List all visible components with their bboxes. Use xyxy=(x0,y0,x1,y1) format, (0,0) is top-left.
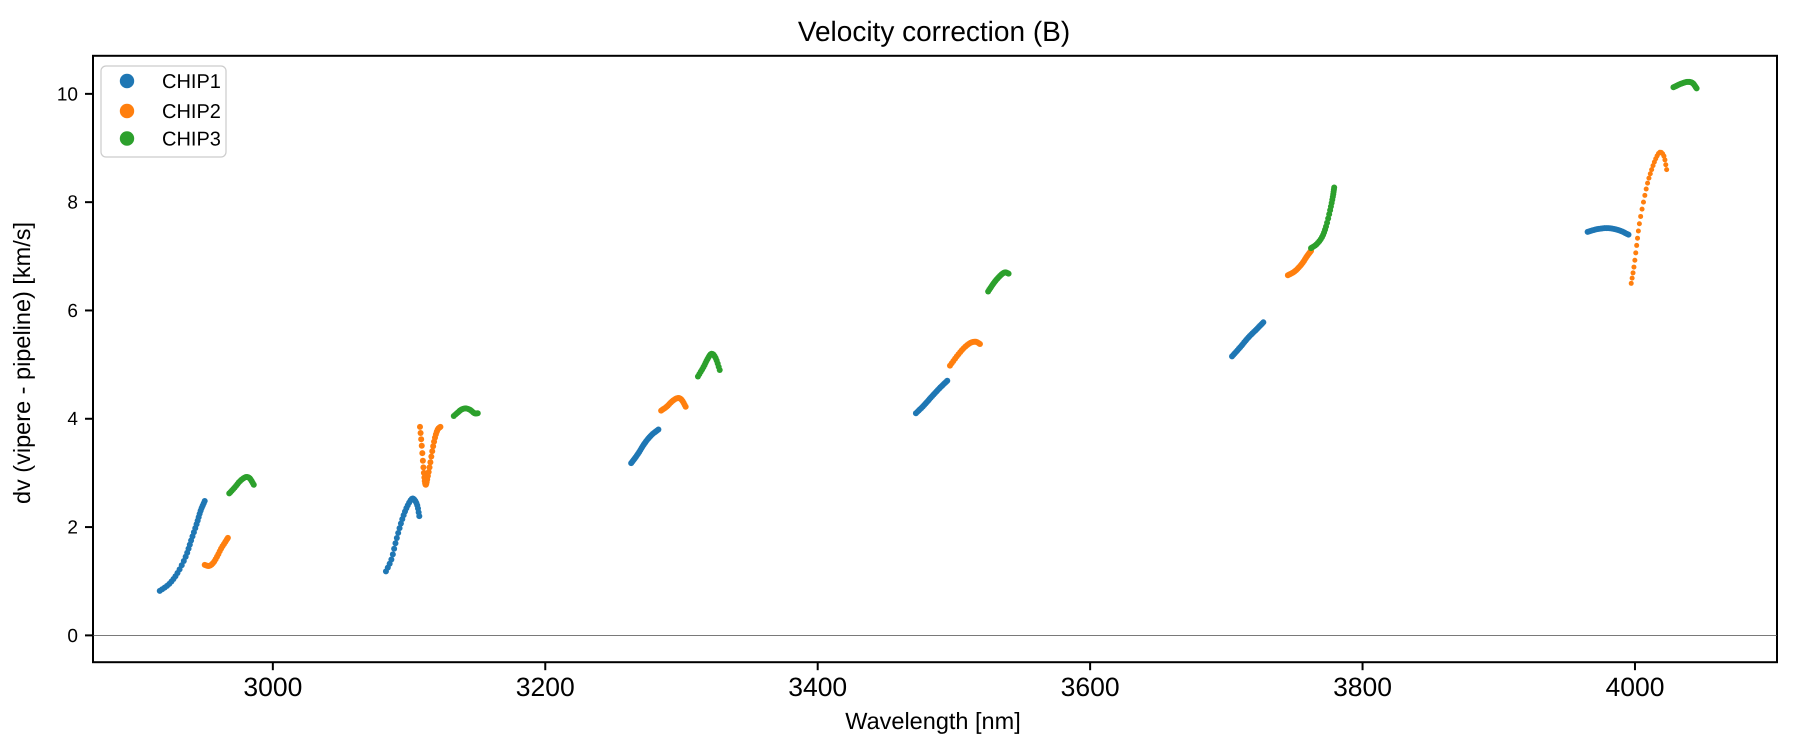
svg-text:CHIP1: CHIP1 xyxy=(162,71,221,93)
svg-text:0: 0 xyxy=(67,626,78,647)
svg-text:8: 8 xyxy=(67,193,78,214)
svg-text:3200: 3200 xyxy=(516,672,575,702)
svg-text:6: 6 xyxy=(67,301,78,322)
svg-text:Wavelength [nm]: Wavelength [nm] xyxy=(845,708,1020,734)
svg-text:4000: 4000 xyxy=(1606,672,1665,702)
svg-text:4: 4 xyxy=(67,409,78,430)
svg-text:CHIP3: CHIP3 xyxy=(162,129,221,151)
svg-text:3400: 3400 xyxy=(788,672,847,702)
svg-text:10: 10 xyxy=(57,84,78,105)
svg-text:3600: 3600 xyxy=(1061,672,1120,702)
svg-text:dv (vipere - pipeline) [km/s]: dv (vipere - pipeline) [km/s] xyxy=(9,222,35,504)
svg-text:3800: 3800 xyxy=(1333,672,1392,702)
svg-text:3000: 3000 xyxy=(243,672,302,702)
svg-text:Velocity correction (B): Velocity correction (B) xyxy=(798,16,1070,47)
svg-text:2: 2 xyxy=(67,518,78,539)
svg-text:CHIP2: CHIP2 xyxy=(162,101,221,123)
